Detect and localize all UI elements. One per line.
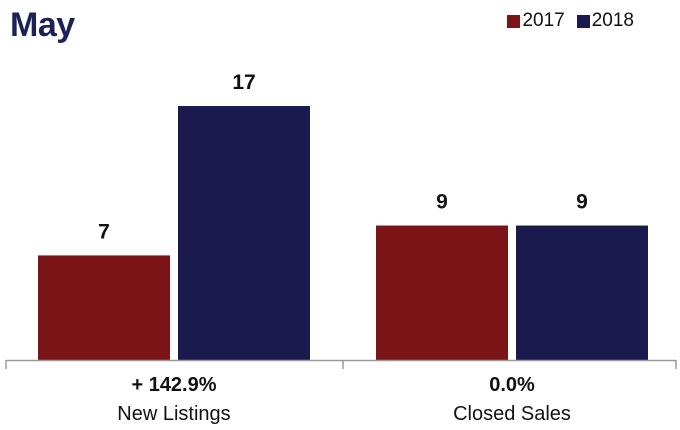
- bar-label-closed-sales-2017: 9: [436, 191, 448, 214]
- legend: 2017 2018: [507, 10, 634, 32]
- bar-closed-sales-2018: [516, 225, 648, 360]
- bar-label-new-listings-2018: 17: [232, 71, 255, 94]
- category-change-1: 0.0%: [489, 374, 535, 396]
- legend-swatch-2018: [576, 14, 590, 28]
- bar-closed-sales-2017: [376, 225, 508, 360]
- category-label-1: Closed Sales: [453, 403, 571, 425]
- chart-title: May: [10, 6, 75, 44]
- legend-swatch-2017: [507, 14, 521, 28]
- legend-item-2018: 2018: [576, 10, 634, 32]
- legend-item-2017: 2017: [507, 10, 565, 32]
- category-label-0: New Listings: [117, 403, 230, 425]
- bar-new-listings-2017: [38, 255, 170, 360]
- category-change-0: + 142.9%: [131, 374, 216, 396]
- bar-label-new-listings-2017: 7: [98, 220, 110, 243]
- legend-label-2018: 2018: [591, 10, 634, 31]
- legend-label-2017: 2017: [522, 10, 565, 31]
- bar-new-listings-2018: [178, 106, 310, 361]
- bar-label-closed-sales-2018: 9: [576, 191, 588, 214]
